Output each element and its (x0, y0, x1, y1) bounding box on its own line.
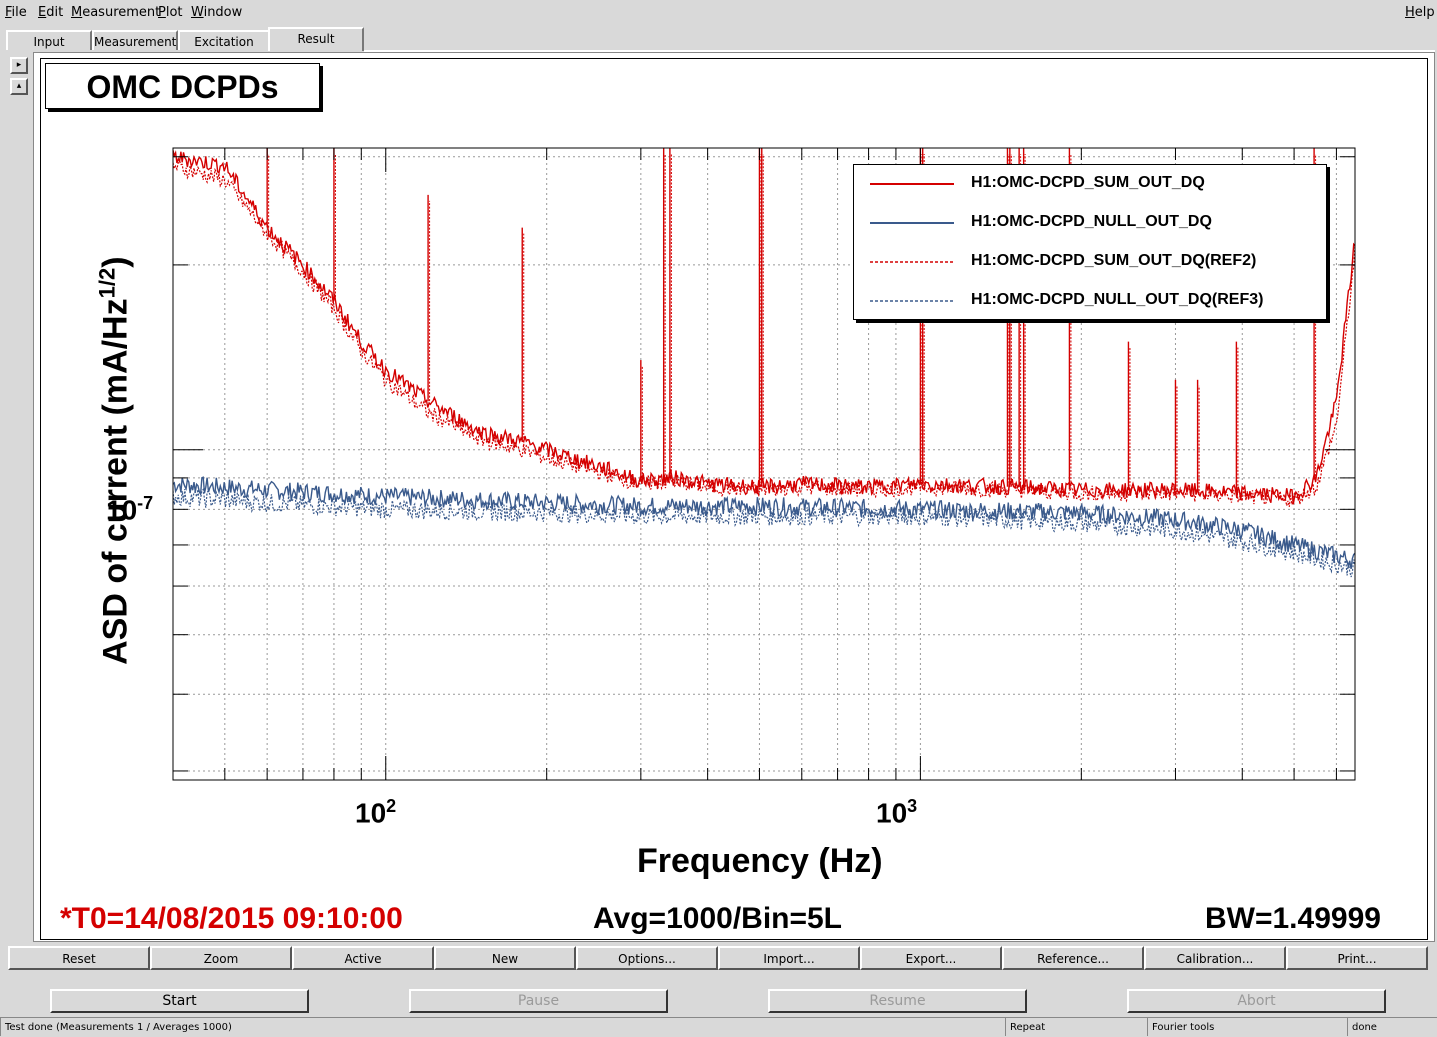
x-tick-label-1000: 103 (876, 796, 918, 829)
export-button[interactable]: Export... (860, 946, 1002, 970)
menu-measurement[interactable]: Measurement (71, 5, 161, 20)
trace-null-ref3 (173, 488, 1355, 578)
menu-help[interactable]: Help (1405, 5, 1435, 20)
status-main: Test done (Measurements 1 / Averages 100… (0, 1017, 1005, 1036)
active-button[interactable]: Active (292, 946, 434, 970)
menu-bar: File Edit Measurement Plot Window Help (0, 0, 1437, 26)
trace-sum (173, 150, 1355, 505)
import-button[interactable]: Import... (718, 946, 860, 970)
resume-button[interactable]: Resume (768, 989, 1027, 1013)
chart-legend: H1:OMC-DCPD_SUM_OUT_DQ H1:OMC-DCPD_NULL_… (853, 164, 1327, 320)
legend-label-null-ref3: H1:OMC-DCPD_NULL_OUT_DQ(REF3) (971, 291, 1264, 308)
new-button[interactable]: New (434, 946, 576, 970)
tab-rule (364, 50, 1435, 52)
status-fourier: Fourier tools (1147, 1017, 1347, 1036)
reset-button[interactable]: Reset (8, 946, 150, 970)
tab-result[interactable]: Result (268, 27, 364, 51)
legend-label-null: H1:OMC-DCPD_NULL_OUT_DQ (971, 213, 1212, 230)
plot-area-frame (172, 147, 1356, 781)
tab-input[interactable]: Input (6, 30, 92, 50)
y-tick-label-1e-7: 10-7 (106, 493, 154, 526)
tab-measurement[interactable]: Measurement (92, 30, 178, 50)
t0-text: *T0=14/08/2015 09:10:00 (60, 902, 403, 935)
status-repeat: Repeat (1005, 1017, 1147, 1036)
scroll-right-icon[interactable]: ▸ (10, 57, 28, 74)
abort-button[interactable]: Abort (1127, 989, 1386, 1013)
x-axis-label: Frequency (Hz) (637, 842, 883, 880)
plot-title: OMC DCPDs (45, 63, 320, 109)
start-button[interactable]: Start (50, 989, 309, 1013)
calibration-button[interactable]: Calibration... (1144, 946, 1286, 970)
menu-edit[interactable]: Edit (38, 5, 64, 20)
x-tick-label-100: 102 (355, 796, 397, 829)
zoom-button[interactable]: Zoom (150, 946, 292, 970)
avg-text: Avg=1000/Bin=5L (593, 902, 843, 935)
reference-button[interactable]: Reference... (1002, 946, 1144, 970)
y-axis-label: ASD of current (mA/Hz1/2) (94, 256, 135, 665)
chart-ticks (172, 148, 1355, 780)
print-button[interactable]: Print... (1286, 946, 1428, 970)
legend-label-sum: H1:OMC-DCPD_SUM_OUT_DQ (971, 174, 1205, 191)
menu-plot[interactable]: Plot (158, 5, 183, 20)
scroll-up-icon[interactable]: ▴ (10, 78, 28, 95)
options-button[interactable]: Options... (576, 946, 718, 970)
menu-file[interactable]: File (5, 5, 27, 20)
pause-button[interactable]: Pause (409, 989, 668, 1013)
tab-excitation[interactable]: Excitation (178, 30, 270, 50)
legend-swatches (870, 183, 954, 302)
legend-label-sum-ref2: H1:OMC-DCPD_SUM_OUT_DQ(REF2) (971, 252, 1257, 269)
status-done: done (1347, 1017, 1437, 1036)
menu-window[interactable]: Window (191, 5, 243, 20)
bandwidth-text: BW=1.49999 (1205, 902, 1381, 935)
